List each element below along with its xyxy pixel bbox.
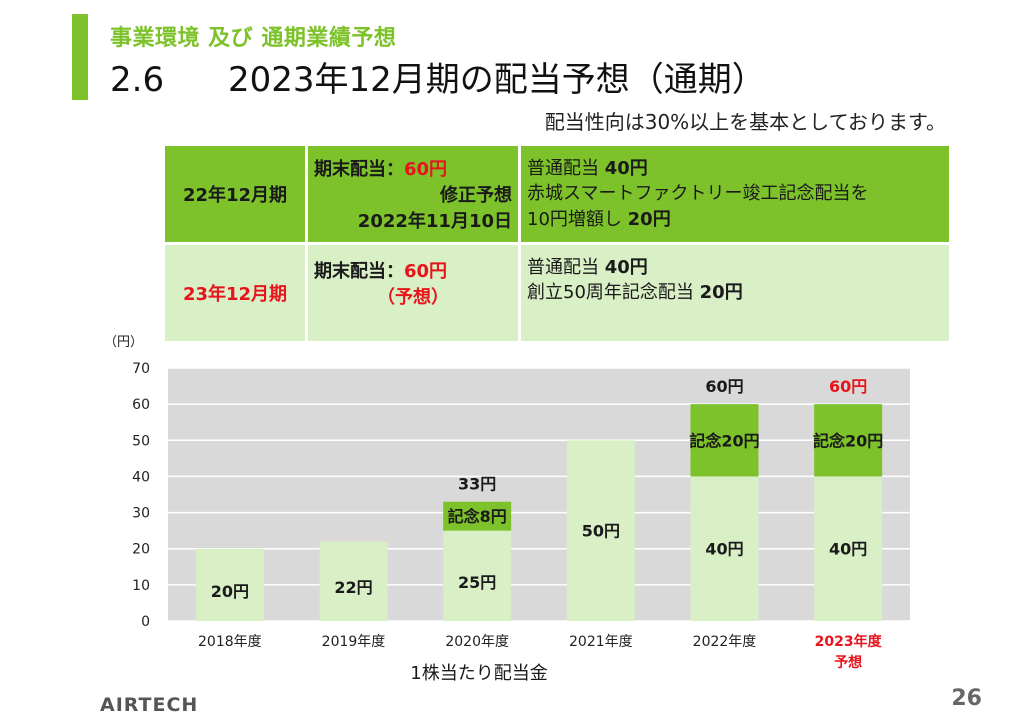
y-tick-label: 50 <box>132 433 150 449</box>
y-tick-label: 40 <box>132 469 150 485</box>
bar-value-label: 50円 <box>582 522 620 541</box>
y-axis-unit: （円） <box>104 335 143 350</box>
dividend-per-share-chart: 0 10 20 30 40 50 60 70 （円） 20円 2018年度 22円 2019年度 25円 記… <box>104 335 910 684</box>
company-logo: AIRTECH <box>100 694 199 716</box>
x-tick-label: 2019年度 <box>322 634 386 650</box>
ordinary-value: 40円 <box>604 257 648 279</box>
year-end-value: 60円 <box>404 260 448 282</box>
bar-total-label: 33円 <box>458 475 496 494</box>
title-text: 2023年12月期の配当予想（通期） <box>228 60 766 100</box>
table-row: 23年12月期 期末配当：60円 （予想） 普通配当 40円 創立50周年記念配… <box>162 242 952 344</box>
ordinary-value: 40円 <box>604 158 648 180</box>
increase-label: 10円増額し <box>527 208 628 230</box>
year-end-value: 60円 <box>404 159 448 180</box>
plot-area <box>168 368 910 621</box>
section-subtitle: 事業環境 及び 通期業績予想 <box>110 26 397 51</box>
bar-value-label: 記念20円 <box>813 431 883 450</box>
bar-total-label: 60円 <box>705 377 743 396</box>
y-tick-label: 10 <box>132 578 150 594</box>
bar-segment <box>814 404 883 477</box>
bar-segment <box>690 476 759 621</box>
bar-value-label: 記念8円 <box>448 507 507 526</box>
anniversary-label: 創立50周年記念配当 <box>527 282 700 304</box>
title-accent-bar <box>72 14 88 100</box>
x-tick-label: 2022年度 <box>693 634 757 650</box>
section-number: 2.6 <box>110 60 165 100</box>
dividend-table: 22年12月期 期末配当：60円 修正予想 2022年11月10日 普通配当 4… <box>162 143 952 344</box>
period-cell: 23年12月期 <box>162 242 308 344</box>
bar-segment <box>690 404 759 477</box>
x-axis-title: 1株当たり配当金 <box>410 663 547 684</box>
table-row: 22年12月期 期末配当：60円 修正予想 2022年11月10日 普通配当 4… <box>162 143 952 245</box>
bar-value-label: 40円 <box>705 540 743 559</box>
year-end-label: 期末配当： <box>314 260 404 282</box>
ordinary-label: 普通配当 <box>527 158 605 180</box>
x-tick-label: 2023年度 <box>815 633 883 650</box>
anniversary-value: 20円 <box>699 282 743 304</box>
y-tick-label: 70 <box>132 361 150 377</box>
x-tick-label: 2018年度 <box>198 634 262 650</box>
y-tick-label: 20 <box>132 542 150 558</box>
x-tick-sublabel: 予想 <box>834 654 862 671</box>
year-end-label: 期末配当： <box>314 159 404 180</box>
commemorative-description: 赤城スマートファクトリー竣工記念配当を <box>527 183 869 205</box>
bar-segment <box>566 440 635 621</box>
period-cell: 22年12月期 <box>162 143 308 245</box>
x-tick-label: 2020年度 <box>445 634 509 650</box>
bar-value-label: 22円 <box>334 578 372 597</box>
dividend-breakdown-cell: 普通配当 40円 赤城スマートファクトリー竣工記念配当を 10円増額し 20円 <box>518 143 952 245</box>
bar-segment <box>195 548 264 621</box>
dividend-breakdown-cell: 普通配当 40円 創立50周年記念配当 20円 <box>518 242 952 344</box>
bar-segment <box>814 476 883 621</box>
revised-label: 修正予想 <box>440 185 512 206</box>
bar-value-label: 25円 <box>458 573 496 592</box>
y-tick-label: 60 <box>132 397 150 413</box>
bar-value-label: 記念20円 <box>689 431 759 450</box>
bar-total-label: 60円 <box>829 377 867 396</box>
bar-segment <box>319 541 388 621</box>
ordinary-label: 普通配当 <box>527 257 605 279</box>
bar-segment <box>443 501 512 531</box>
forecast-label: （予想） <box>377 286 449 308</box>
commemorative-value: 20円 <box>627 208 671 230</box>
bar-value-label: 20円 <box>211 582 249 601</box>
page-number: 26 <box>951 686 982 711</box>
year-end-dividend-cell: 期末配当：60円 （予想） <box>305 242 521 344</box>
revision-date: 2022年11月10日 <box>357 211 512 232</box>
year-end-dividend-cell: 期末配当：60円 修正予想 2022年11月10日 <box>305 143 521 245</box>
y-tick-label: 0 <box>141 614 150 630</box>
y-tick-label: 30 <box>132 506 150 522</box>
dividend-policy-note: 配当性向は30%以上を基本としております。 <box>544 110 946 134</box>
x-tick-label: 2021年度 <box>569 634 633 650</box>
bar-segment <box>443 530 512 621</box>
bar-value-label: 40円 <box>829 540 867 559</box>
page-title: 2.6 2023年12月期の配当予想（通期） <box>110 52 766 101</box>
